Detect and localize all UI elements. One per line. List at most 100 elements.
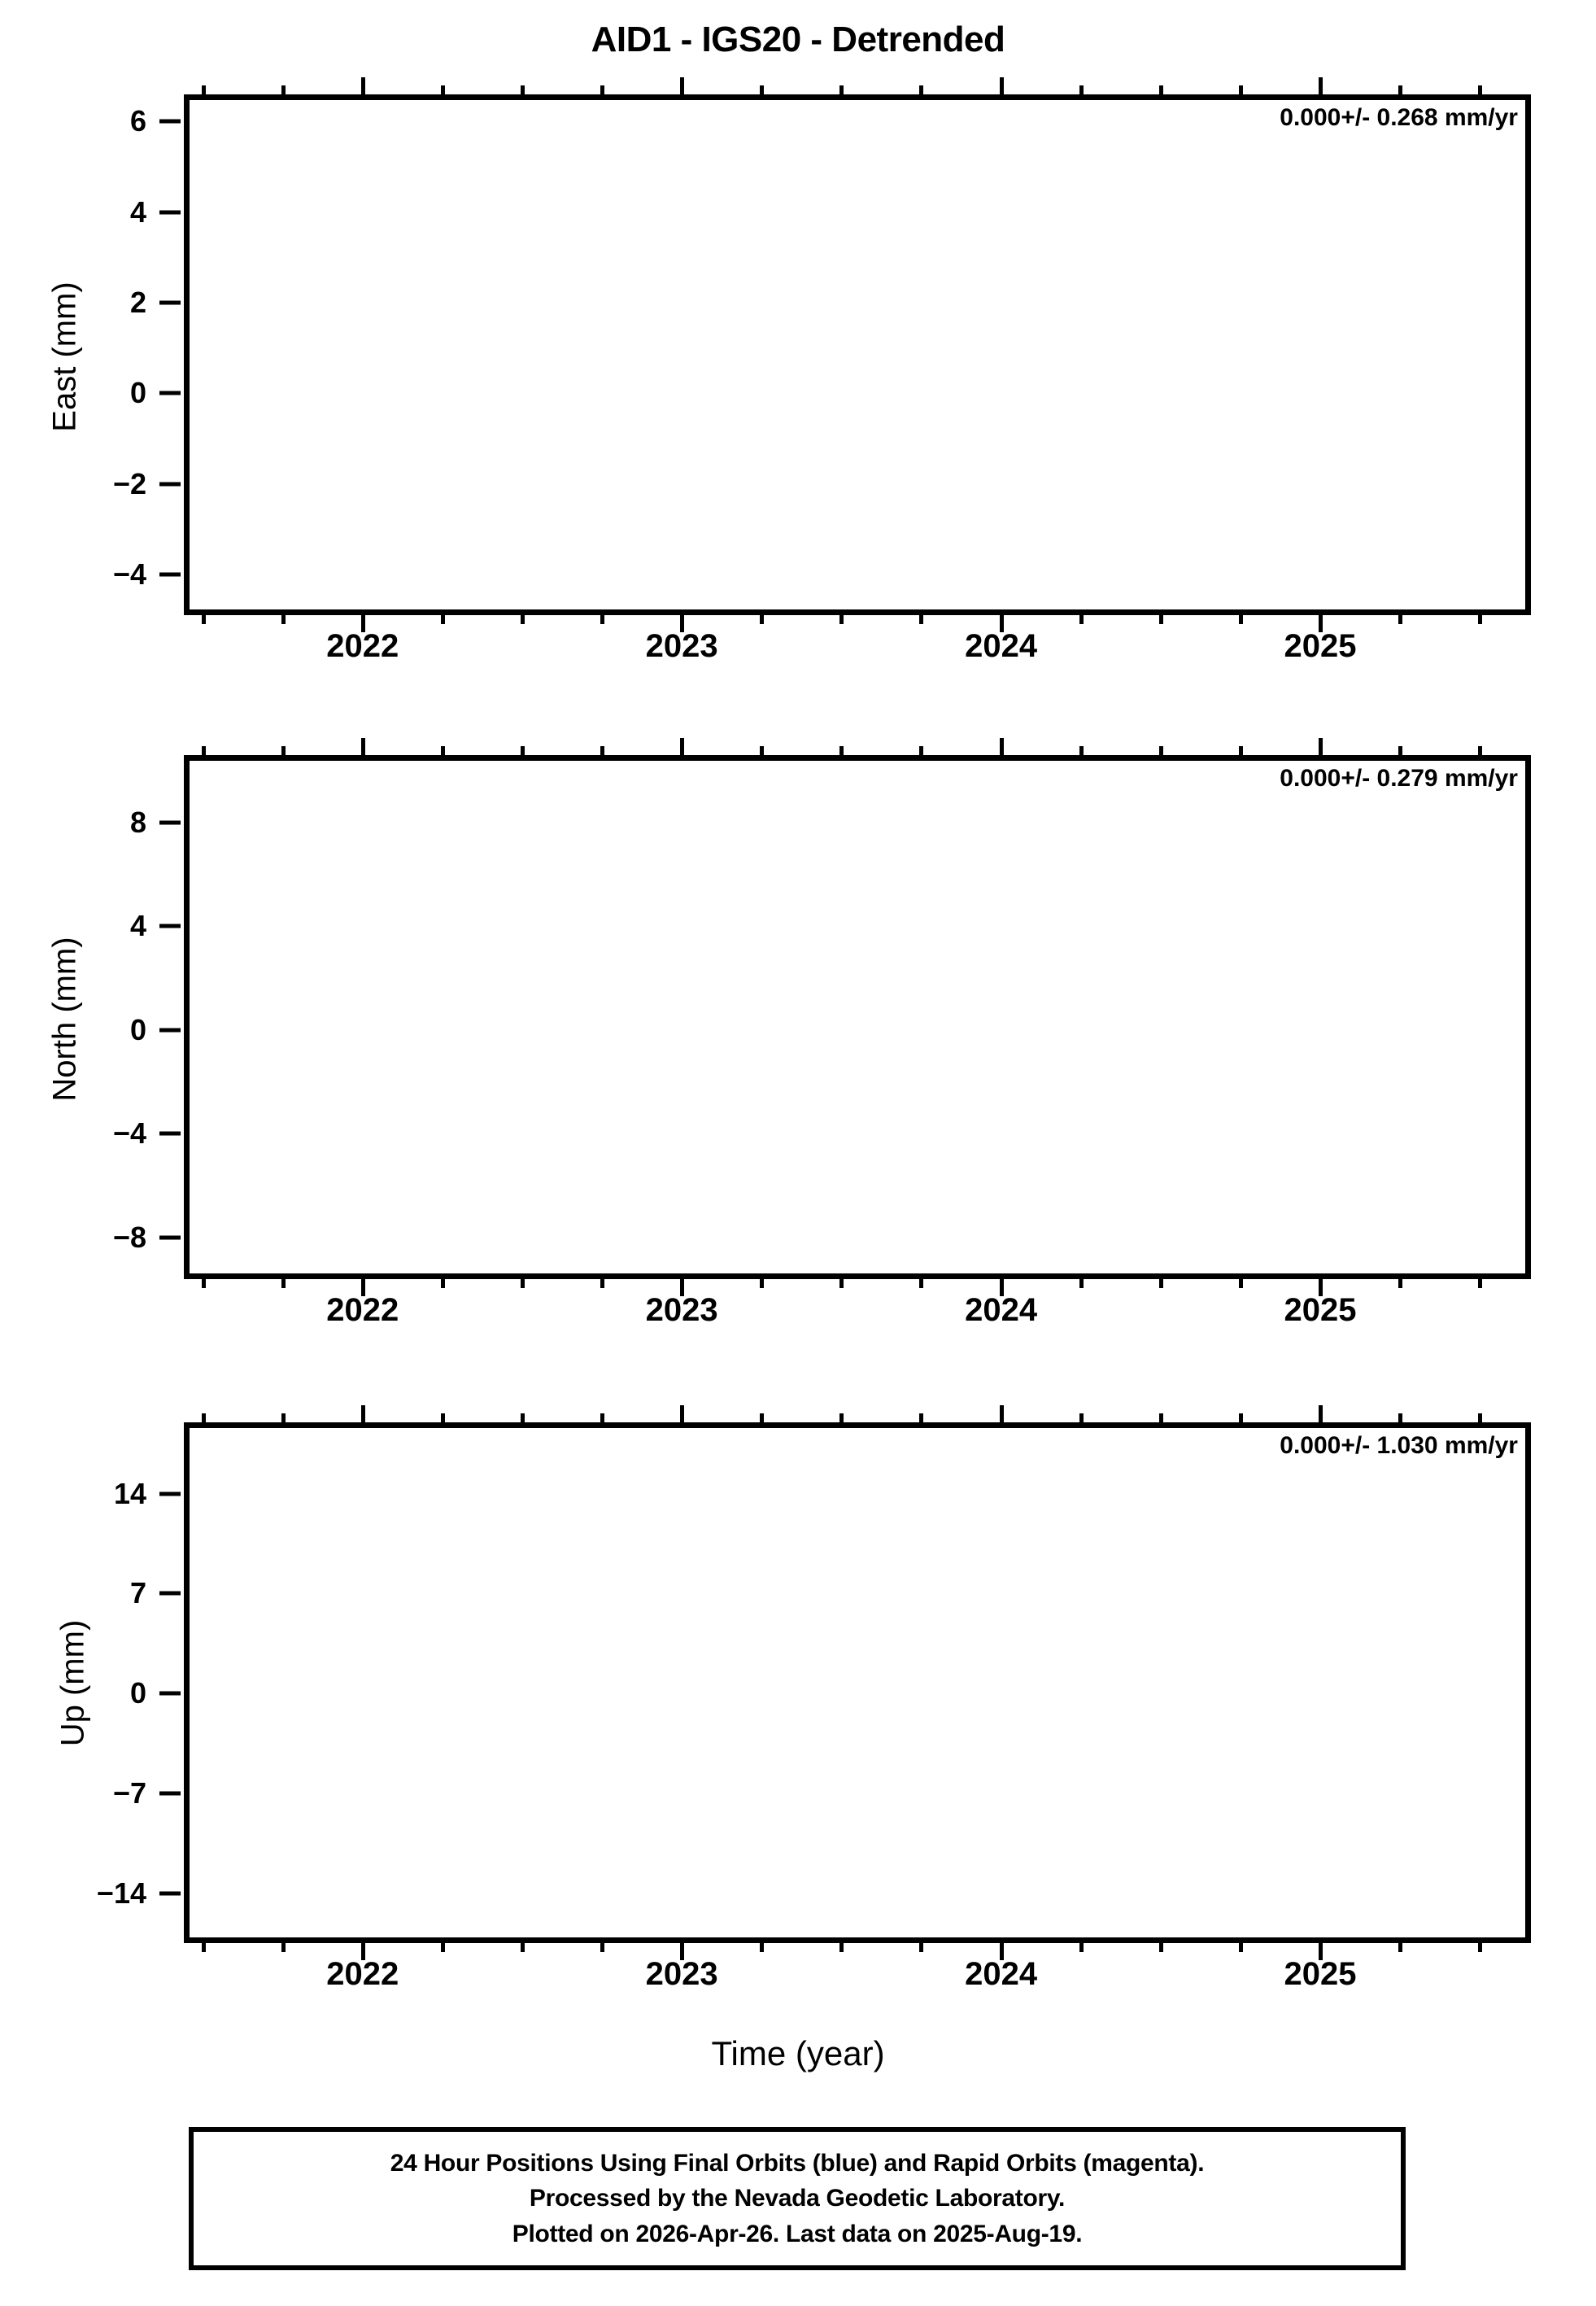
x-tick-bottom-east	[1238, 613, 1243, 624]
x-tick-bottom-north	[919, 1277, 924, 1288]
x-tick-label-east-2022: 2022	[326, 628, 399, 664]
y-tick-label-east-1: 4	[129, 194, 146, 229]
x-tick-label-east-2024: 2024	[965, 628, 1038, 664]
footer-note-box: 24 Hour Positions Using Final Orbits (bl…	[189, 2127, 1406, 2270]
x-tick-top-north	[839, 746, 844, 758]
panel-up: 0.000+/- 1.030 mm/yr	[184, 1422, 1531, 1943]
x-tick-bottom-north	[1319, 1277, 1323, 1296]
x-tick-top-up	[360, 1405, 365, 1425]
x-tick-top-north	[1158, 746, 1163, 758]
x-tick-top-north	[760, 746, 765, 758]
panel-frame-north	[184, 755, 1531, 1279]
x-tick-top-north	[360, 738, 365, 758]
panel-frame-up	[184, 1422, 1531, 1943]
x-tick-top-north	[1398, 746, 1403, 758]
x-tick-bottom-up	[919, 1941, 924, 1952]
y-tick-mark-up-4	[159, 1891, 181, 1896]
x-tick-top-east	[680, 77, 685, 97]
x-tick-top-north	[520, 746, 525, 758]
x-tick-bottom-up	[1319, 1941, 1323, 1960]
y-tick-label-north-1: 4	[129, 909, 146, 943]
footer-line-3: Plotted on 2026-Apr-26. Last data on 202…	[512, 2220, 1083, 2247]
x-tick-bottom-east	[839, 613, 844, 624]
x-tick-bottom-north	[201, 1277, 206, 1288]
x-tick-bottom-east	[760, 613, 765, 624]
x-tick-top-north	[1319, 738, 1323, 758]
x-tick-bottom-north	[600, 1277, 605, 1288]
x-tick-top-up	[1398, 1413, 1403, 1425]
y-tick-mark-up-3	[159, 1791, 181, 1796]
x-tick-top-east	[919, 85, 924, 97]
x-tick-bottom-up	[520, 1941, 525, 1952]
x-tick-top-north	[440, 746, 445, 758]
x-tick-label-north-2025: 2025	[1284, 1292, 1357, 1328]
x-tick-bottom-north	[440, 1277, 445, 1288]
rate-annotation-north: 0.000+/- 0.279 mm/yr	[1280, 765, 1518, 792]
y-tick-mark-east-5	[159, 572, 181, 577]
y-tick-label-up-0: 14	[113, 1476, 146, 1510]
x-tick-top-north	[600, 746, 605, 758]
x-tick-top-up	[1319, 1405, 1323, 1425]
x-tick-top-up	[520, 1413, 525, 1425]
y-tick-label-up-4: −14	[96, 1876, 146, 1910]
x-tick-top-east	[360, 77, 365, 97]
y-tick-mark-east-1	[159, 210, 181, 215]
panel-frame-east	[184, 94, 1531, 615]
x-tick-bottom-east	[360, 613, 365, 632]
x-tick-top-up	[1478, 1413, 1483, 1425]
x-tick-label-up-2025: 2025	[1284, 1956, 1357, 1992]
y-tick-label-north-3: −4	[112, 1116, 146, 1151]
x-tick-bottom-east	[201, 613, 206, 624]
rate-annotation-up: 0.000+/- 1.030 mm/yr	[1280, 1432, 1518, 1459]
x-tick-top-north	[1079, 746, 1084, 758]
y-tick-label-up-3: −7	[112, 1775, 146, 1810]
y-tick-label-east-4: −2	[112, 466, 146, 500]
figure-title: AID1 - IGS20 - Detrended	[591, 20, 1005, 59]
x-tick-bottom-up	[1398, 1941, 1403, 1952]
x-tick-label-north-2022: 2022	[326, 1292, 399, 1328]
x-tick-top-north	[919, 746, 924, 758]
y-tick-mark-east-3	[159, 391, 181, 395]
panel-east: 0.000+/- 0.268 mm/yr	[184, 94, 1531, 615]
x-tick-top-east	[999, 77, 1004, 97]
x-tick-top-up	[839, 1413, 844, 1425]
x-tick-top-north	[1478, 746, 1483, 758]
x-tick-top-up	[281, 1413, 286, 1425]
x-tick-top-east	[440, 85, 445, 97]
y-tick-label-north-4: −8	[112, 1220, 146, 1254]
x-tick-top-east	[839, 85, 844, 97]
x-tick-bottom-north	[520, 1277, 525, 1288]
x-tick-bottom-east	[1319, 613, 1323, 632]
x-tick-bottom-east	[919, 613, 924, 624]
x-tick-bottom-east	[281, 613, 286, 624]
x-tick-bottom-up	[1158, 1941, 1163, 1952]
x-tick-bottom-east	[1079, 613, 1084, 624]
x-tick-top-east	[1079, 85, 1084, 97]
x-tick-bottom-north	[1238, 1277, 1243, 1288]
x-tick-label-up-2022: 2022	[326, 1956, 399, 1992]
x-tick-top-east	[1319, 77, 1323, 97]
x-tick-top-up	[760, 1413, 765, 1425]
y-tick-label-east-5: −4	[112, 557, 146, 591]
x-tick-bottom-north	[281, 1277, 286, 1288]
x-tick-bottom-north	[360, 1277, 365, 1296]
x-tick-bottom-up	[999, 1941, 1004, 1960]
y-tick-mark-north-0	[159, 820, 181, 825]
x-tick-bottom-east	[600, 613, 605, 624]
x-tick-top-up	[440, 1413, 445, 1425]
y-tick-label-east-0: 6	[129, 104, 146, 138]
x-tick-top-up	[1079, 1413, 1084, 1425]
x-tick-bottom-up	[440, 1941, 445, 1952]
x-tick-bottom-east	[440, 613, 445, 624]
x-tick-top-up	[919, 1413, 924, 1425]
x-tick-bottom-up	[1238, 1941, 1243, 1952]
x-tick-bottom-north	[999, 1277, 1004, 1296]
y-tick-mark-east-4	[159, 482, 181, 487]
x-tick-bottom-north	[1158, 1277, 1163, 1288]
x-tick-bottom-up	[680, 1941, 685, 1960]
x-tick-bottom-north	[839, 1277, 844, 1288]
x-tick-label-east-2023: 2023	[645, 628, 718, 664]
x-tick-top-east	[201, 85, 206, 97]
x-tick-bottom-north	[680, 1277, 685, 1296]
x-tick-bottom-up	[600, 1941, 605, 1952]
